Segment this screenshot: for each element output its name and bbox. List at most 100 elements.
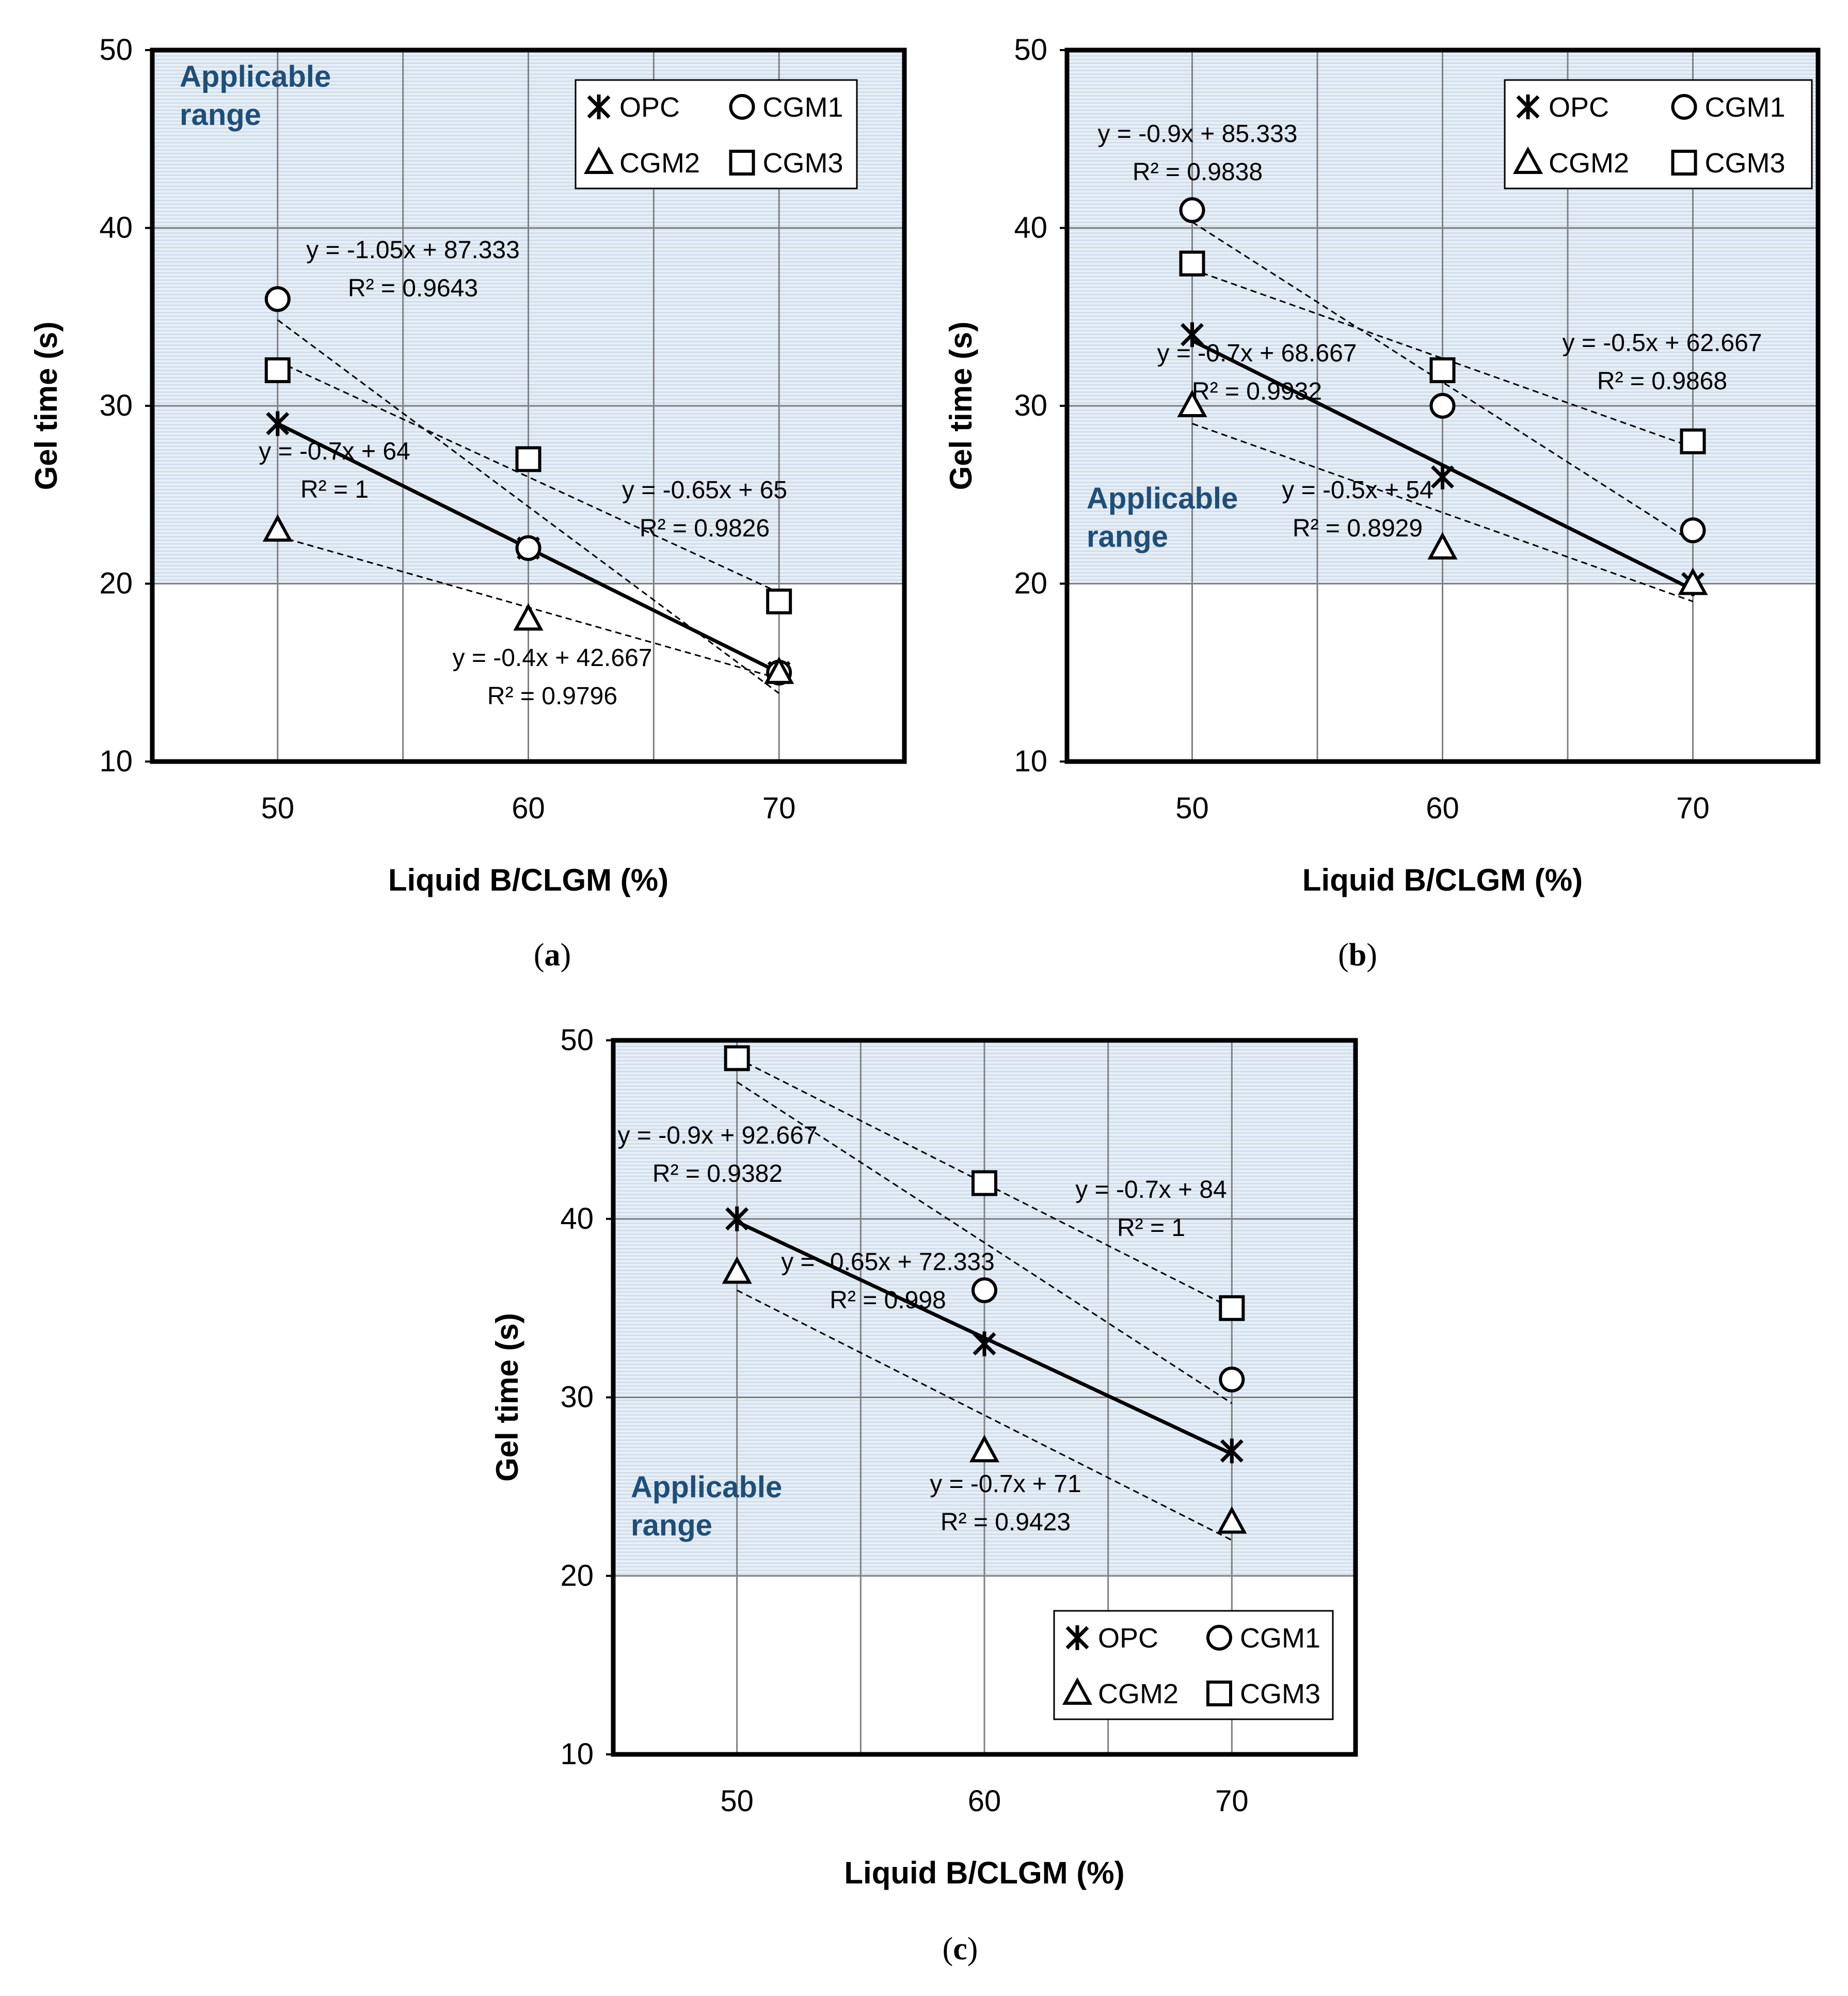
trend-label-cgm1: y = -1.05x + 87.333 R² = 0.9643 xyxy=(306,236,520,302)
applicable-range-text: range xyxy=(631,1509,712,1542)
trend-label-cgm1: y = -0.9x + 85.333 R² = 0.9838 xyxy=(1098,120,1298,186)
trend-equation: y = -0.9x + 92.667 xyxy=(618,1122,818,1149)
applicable-range-text: Applicable xyxy=(1087,482,1238,515)
data-point-opc xyxy=(1181,322,1204,347)
legend: OPC CGM1 CGM2 CGM3 xyxy=(1053,1610,1334,1720)
legend-marker-opc-icon xyxy=(1065,1625,1089,1650)
trendline-cgm1 xyxy=(736,1081,1233,1404)
x-axis-label: Liquid B/CLGM (%) xyxy=(388,863,668,897)
y-tick-label: 40 xyxy=(1014,211,1047,245)
x-tick-label: 60 xyxy=(968,1784,1001,1818)
data-point-cgm3 xyxy=(1429,357,1456,384)
legend-marker-cgm3-icon xyxy=(1206,1681,1232,1706)
data-point-cgm1 xyxy=(1680,517,1706,544)
data-point-cgm2 xyxy=(262,514,293,542)
chart-panel-a: 10 20 30 40 50 50 60 70 Liquid B/CLGM (%) Gel tim… xyxy=(29,33,907,973)
data-point-cgm3 xyxy=(1680,428,1706,454)
data-point-cgm3 xyxy=(264,357,291,384)
trend-r-squared: R² = 1 xyxy=(1117,1214,1185,1242)
trendline-cgm3 xyxy=(1191,268,1694,448)
series-cgm1 xyxy=(1179,197,1706,544)
legend-marker-cgm2-icon xyxy=(1512,146,1543,174)
y-tick-label: 10 xyxy=(560,1737,594,1771)
applicable-range-text: Applicable xyxy=(631,1470,782,1504)
chart-panel-c: 10 20 30 40 50 50 60 70 Liquid B/CLGM (%) Gel tim… xyxy=(490,1023,1358,1967)
x-tick-label: 50 xyxy=(261,791,295,825)
trend-equation: y = -0.65x + 72.333 xyxy=(781,1248,995,1276)
legend-label: CGM3 xyxy=(1705,148,1786,179)
x-tick-label: 70 xyxy=(1676,791,1710,825)
data-point-cgm3 xyxy=(724,1045,750,1071)
legend: OPC CGM1 CGM2 CGM3 xyxy=(1504,79,1813,189)
trend-equation: y = -0.5x + 54 xyxy=(1282,477,1433,504)
legend-marker-cgm3-icon xyxy=(729,150,755,176)
trend-label-cgm2: y = -0.7x + 71 R² = 0.9423 xyxy=(930,1470,1081,1536)
y-tick-label: 20 xyxy=(99,567,133,600)
y-tick-label: 40 xyxy=(560,1202,594,1235)
trend-r-squared: R² = 0.8929 xyxy=(1293,515,1423,542)
y-tick-label: 20 xyxy=(1014,567,1047,600)
legend-item-cgm2: CGM2 xyxy=(583,146,700,179)
data-point-cgm3 xyxy=(515,446,541,472)
data-point-cgm3 xyxy=(1219,1295,1245,1321)
data-point-cgm2 xyxy=(969,1434,1000,1463)
trendline-cgm1 xyxy=(1191,221,1694,543)
x-tick-label: 50 xyxy=(1175,791,1209,825)
legend-label: CGM2 xyxy=(619,148,700,179)
panel-label: (b) xyxy=(1338,938,1377,973)
legend-item-opc: OPC xyxy=(1065,1623,1158,1654)
data-point-cgm2 xyxy=(764,656,794,684)
data-point-cgm1 xyxy=(1219,1366,1245,1392)
plot-frame xyxy=(1064,47,1821,764)
legend-item-cgm3: CGM3 xyxy=(729,148,843,179)
legend-marker-cgm3-icon xyxy=(1671,150,1697,176)
series-cgm3 xyxy=(1179,250,1706,454)
legend-marker-cgm2-icon xyxy=(583,146,614,174)
legend-label: OPC xyxy=(1549,92,1609,123)
trend-label-cgm1: y = -0.9x + 92.667 R² = 0.9382 xyxy=(618,1122,818,1187)
trend-r-squared: R² = 0.9423 xyxy=(941,1509,1071,1536)
trend-equation: y = -0.7x + 68.667 xyxy=(1157,340,1357,367)
trend-equation: y = -0.9x + 85.333 xyxy=(1098,120,1298,148)
legend-label: CGM1 xyxy=(1240,1623,1320,1654)
legend-label: CGM3 xyxy=(763,148,843,179)
series-cgm2 xyxy=(262,514,794,684)
legend-box xyxy=(575,79,858,189)
legend-item-cgm2: CGM2 xyxy=(1062,1677,1178,1709)
legend-box xyxy=(1053,1610,1334,1720)
x-tick-label: 60 xyxy=(512,791,545,825)
trend-label-opc: y = -0.65x + 72.333 R² = 0.998 xyxy=(781,1248,995,1314)
trend-label-opc: y = -0.7x + 64 R² = 1 xyxy=(259,438,410,503)
applicable-range-text: Applicable xyxy=(180,60,331,93)
data-point-cgm2 xyxy=(722,1256,752,1284)
trend-r-squared: R² = 0.9838 xyxy=(1133,159,1263,186)
chart-panel-b: 10 20 30 40 50 50 60 70 Liquid B/CLGM (%) Gel tim… xyxy=(944,33,1821,973)
trend-r-squared: R² = 0.9932 xyxy=(1192,378,1322,405)
legend-marker-cgm1-icon xyxy=(1671,94,1697,120)
legend-item-cgm2: CGM2 xyxy=(1512,146,1629,179)
panel-label: (c) xyxy=(943,1931,978,1967)
legend-marker-opc-icon xyxy=(587,94,611,119)
trendline-cgm2 xyxy=(1191,423,1694,603)
legend-label: CGM1 xyxy=(763,92,843,123)
trend-r-squared: R² = 0.9826 xyxy=(640,515,770,542)
x-tick-label: 60 xyxy=(1426,791,1459,825)
x-tick-label: 50 xyxy=(720,1784,754,1818)
trend-r-squared: R² = 0.9382 xyxy=(652,1160,783,1187)
legend-label: CGM2 xyxy=(1549,148,1629,179)
trend-equation: y = -0.65x + 65 xyxy=(622,477,787,504)
series-cgm2 xyxy=(722,1256,1247,1534)
series-cgm3 xyxy=(724,1045,1245,1321)
legend-box xyxy=(1504,79,1813,189)
trend-label-cgm3: y = -0.5x + 62.667 R² = 0.9868 xyxy=(1563,329,1762,395)
legend-item-cgm3: CGM3 xyxy=(1671,148,1786,179)
trend-label-cgm2: y = -0.4x + 42.667 R² = 0.9796 xyxy=(453,644,652,710)
y-axis-label: Gel time (s) xyxy=(490,1313,524,1482)
data-point-cgm1 xyxy=(1179,197,1205,224)
trend-equation: y = -1.05x + 87.333 xyxy=(306,236,520,264)
series-cgm2 xyxy=(1177,389,1708,595)
applicable-range-label: Applicable range xyxy=(180,60,331,132)
y-tick-label: 50 xyxy=(560,1023,594,1057)
y-tick-label: 10 xyxy=(1014,744,1047,778)
legend-label: CGM2 xyxy=(1098,1678,1178,1709)
